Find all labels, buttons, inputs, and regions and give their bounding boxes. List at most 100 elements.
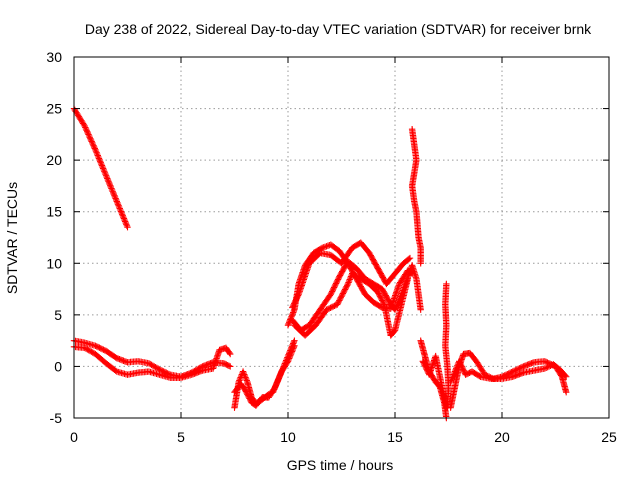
data-point — [327, 291, 334, 298]
data-point — [100, 166, 107, 174]
data-point — [110, 191, 118, 198]
x-tick-label: 10 — [280, 429, 296, 445]
data-point — [101, 168, 108, 175]
series-hump-d — [291, 270, 412, 339]
data-point — [289, 310, 296, 318]
ticks: 0 5 10 15 20 25 -5 0 5 10 15 20 25 30 — [46, 49, 617, 445]
data-point — [335, 298, 342, 305]
data-point — [285, 355, 293, 362]
data-point — [345, 279, 352, 286]
data-point — [288, 348, 296, 355]
data-point — [226, 349, 233, 357]
data-point — [339, 291, 346, 299]
data-point — [96, 156, 103, 164]
data-point — [273, 381, 280, 388]
data-point — [236, 375, 244, 383]
data-point — [277, 371, 284, 378]
data-point — [87, 135, 94, 142]
data-point — [404, 275, 412, 282]
y-tick-label: 10 — [46, 255, 62, 271]
data-point — [106, 181, 113, 188]
data-point — [88, 138, 95, 145]
data-point — [118, 209, 125, 217]
data-point — [563, 373, 570, 380]
data-point — [563, 389, 570, 396]
data-point — [392, 305, 399, 312]
data-point — [99, 163, 106, 171]
data-point — [241, 372, 249, 380]
data-point — [336, 297, 343, 304]
data-point — [379, 298, 387, 305]
data-point — [114, 201, 122, 208]
data-point — [109, 188, 116, 195]
data-point — [393, 303, 400, 310]
data-point — [376, 291, 383, 299]
data-point — [107, 183, 115, 191]
data-point — [417, 306, 424, 313]
data-point — [377, 294, 384, 301]
data-point — [339, 290, 347, 297]
data-point — [119, 212, 126, 219]
data-point — [285, 356, 292, 364]
data-point — [241, 371, 248, 378]
data-point — [245, 393, 252, 401]
data-point — [271, 383, 279, 391]
data-point — [95, 155, 103, 162]
data-point — [123, 221, 130, 228]
data-point — [271, 385, 278, 392]
data-point — [290, 345, 297, 352]
data-point — [115, 203, 123, 211]
data-point — [80, 121, 88, 128]
data-point — [102, 170, 109, 178]
data-point — [118, 211, 126, 218]
data-point — [394, 300, 401, 308]
data-point — [452, 365, 460, 372]
data-point — [451, 369, 458, 377]
data-point — [543, 364, 550, 372]
data-point — [447, 378, 454, 386]
data-point — [273, 379, 281, 387]
data-point — [334, 299, 342, 307]
data-point — [243, 389, 250, 397]
data-point — [124, 223, 131, 231]
data-point — [108, 185, 115, 192]
data-point — [87, 136, 95, 144]
data-point — [89, 141, 97, 148]
data-point — [104, 175, 111, 182]
data-point — [82, 124, 89, 131]
data-points — [70, 105, 570, 422]
data-point — [452, 366, 459, 374]
data-point — [244, 391, 251, 398]
data-point — [81, 122, 88, 130]
data-point — [476, 372, 483, 380]
data-point — [340, 288, 347, 296]
data-point — [120, 215, 128, 222]
data-point — [93, 149, 100, 156]
y-axis-label: SDTVAR / TECUs — [4, 182, 20, 294]
data-point — [83, 127, 90, 134]
series-baseline-early-b — [70, 343, 234, 381]
data-point — [329, 286, 336, 294]
data-point — [294, 292, 302, 299]
data-point — [123, 222, 131, 229]
data-point — [85, 132, 93, 140]
data-point — [541, 365, 548, 372]
data-point — [417, 260, 424, 267]
data-point — [102, 172, 110, 179]
data-point — [108, 186, 116, 194]
data-point — [227, 363, 234, 370]
data-point — [274, 376, 282, 384]
data-point — [120, 213, 127, 221]
data-point — [544, 363, 551, 371]
data-point — [450, 371, 457, 378]
data-point — [289, 346, 296, 354]
data-point — [333, 278, 340, 286]
data-point — [288, 313, 295, 320]
data-point — [236, 377, 243, 384]
series-upper-line-early — [70, 105, 131, 231]
series-tail-b — [447, 358, 570, 386]
data-point — [112, 195, 119, 202]
data-point — [344, 280, 352, 288]
data-point — [239, 368, 247, 375]
data-point — [380, 299, 387, 307]
